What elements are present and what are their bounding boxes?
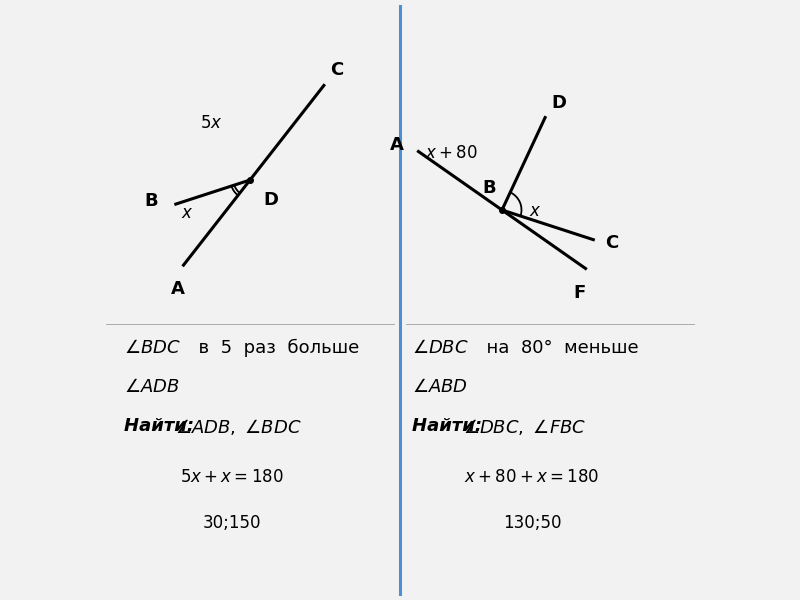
Text: $\angle DBC$: $\angle DBC$ xyxy=(412,339,469,357)
Text: 130;50: 130;50 xyxy=(502,514,562,533)
Text: $\angle DBC,\ \angle FBC$: $\angle DBC,\ \angle FBC$ xyxy=(463,417,586,437)
Text: 30;150: 30;150 xyxy=(202,514,262,533)
Text: $5x$: $5x$ xyxy=(200,114,222,132)
Text: $x + 80 + x = 180$: $x + 80 + x = 180$ xyxy=(465,468,599,486)
Text: F: F xyxy=(574,284,586,302)
Text: A: A xyxy=(170,280,185,298)
Text: $5x + x = 180$: $5x + x = 180$ xyxy=(180,468,284,486)
Text: B: B xyxy=(482,179,496,197)
Text: D: D xyxy=(263,191,278,209)
Text: $\angle ADB,\ \angle BDC$: $\angle ADB,\ \angle BDC$ xyxy=(175,417,302,437)
Text: $\angle ABD$: $\angle ABD$ xyxy=(412,378,468,396)
Text: $x+80$: $x+80$ xyxy=(425,144,478,162)
Text: в  5  раз  больше: в 5 раз больше xyxy=(187,339,359,357)
Text: C: C xyxy=(606,233,618,251)
Text: $\angle ADB$: $\angle ADB$ xyxy=(124,378,179,396)
Text: Найти:: Найти: xyxy=(124,417,200,435)
Text: C: C xyxy=(330,61,343,79)
Text: Найти:: Найти: xyxy=(412,417,488,435)
Text: B: B xyxy=(144,192,158,210)
Text: $x$: $x$ xyxy=(181,204,194,222)
Text: D: D xyxy=(551,94,566,112)
Text: $x$: $x$ xyxy=(529,202,542,220)
Text: на  80°  меньше: на 80° меньше xyxy=(475,339,638,357)
Text: $\angle BDC$: $\angle BDC$ xyxy=(124,339,181,357)
Text: A: A xyxy=(390,136,403,154)
